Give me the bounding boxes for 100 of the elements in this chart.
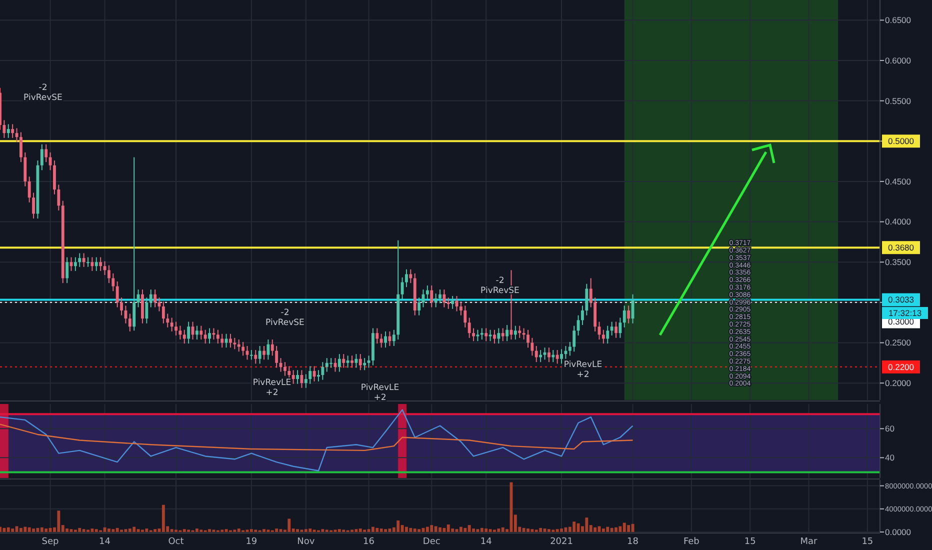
bar [195, 528, 198, 532]
candlestick [514, 325, 517, 340]
candlestick [270, 339, 274, 356]
bar [396, 520, 400, 532]
candlestick [476, 329, 480, 342]
candlestick [384, 330, 387, 348]
y-tick-label: 40 [885, 452, 895, 463]
ref-line-label: 0.2200 [888, 362, 914, 372]
candlestick [32, 192, 35, 220]
candlestick [48, 152, 52, 171]
bar [405, 526, 408, 532]
bar [112, 529, 115, 532]
candlestick [530, 337, 534, 356]
candlestick [610, 321, 614, 336]
x-tick-label: 2021 [550, 537, 573, 547]
candlestick [204, 329, 207, 344]
bar [40, 527, 44, 532]
x-tick-label: Nov [297, 537, 316, 547]
candlestick [480, 328, 484, 340]
candlestick [78, 252, 82, 268]
bar [376, 528, 379, 532]
bar [304, 529, 308, 532]
bar [136, 529, 140, 532]
candlestick [568, 341, 572, 356]
candlestick [526, 329, 530, 348]
candlestick [418, 297, 421, 316]
candlestick [94, 256, 98, 272]
y-tick-label: 0.6500 [885, 15, 912, 26]
bar [237, 528, 240, 532]
candlestick [472, 328, 475, 342]
candlestick [376, 328, 379, 344]
candlestick [149, 289, 152, 308]
candlestick [446, 297, 450, 310]
candlestick [330, 358, 333, 368]
line-series [0, 424, 634, 452]
candlestick [112, 272, 115, 292]
y-tick-label: 60 [885, 424, 895, 434]
bar [66, 528, 69, 532]
bar [380, 528, 383, 532]
candlestick [585, 283, 588, 316]
candlestick [430, 284, 434, 308]
candlestick [338, 354, 341, 372]
bar [451, 528, 454, 532]
candlestick [187, 321, 190, 344]
x-tick-label: 14 [480, 537, 492, 547]
candlestick [90, 256, 94, 272]
candlestick [493, 329, 496, 344]
candlestick [233, 337, 236, 350]
candlestick [128, 313, 132, 332]
candlestick [363, 358, 366, 371]
candlestick [434, 293, 438, 308]
candlestick [317, 370, 320, 382]
bar [48, 528, 52, 532]
candlestick [116, 280, 119, 308]
annotation: -2 PivRevSE [24, 83, 62, 103]
bar [321, 529, 324, 532]
bar [358, 528, 362, 532]
bar [426, 526, 429, 532]
bar [547, 529, 550, 532]
bar [564, 527, 568, 532]
bar [556, 529, 559, 532]
annotation: PivRevLE +2 [360, 383, 400, 403]
y-tick-label: 0.2000 [885, 378, 912, 388]
ref-line-label: 0.3680 [888, 242, 914, 253]
ref-line-label: 0.5000 [888, 136, 914, 146]
candlestick [74, 256, 77, 272]
bar [154, 529, 157, 532]
candlestick [614, 321, 618, 338]
bar [128, 528, 132, 532]
candlestick [442, 289, 446, 308]
candlestick [308, 366, 312, 384]
annotation: -2 PivRevSE [266, 308, 304, 328]
bar [476, 529, 480, 532]
bar [338, 529, 341, 532]
candlestick [166, 313, 170, 328]
candlestick [459, 301, 462, 316]
bar [413, 528, 416, 532]
candlestick [426, 284, 429, 300]
candlestick [522, 328, 526, 340]
bar [530, 529, 534, 532]
candlestick [154, 289, 157, 308]
candlestick [468, 317, 471, 338]
y-tick-label: 0.4000 [885, 216, 912, 227]
candlestick [275, 345, 278, 368]
candlestick [576, 314, 580, 336]
ref-line-label: 0.3033 [888, 294, 914, 305]
candlestick [224, 333, 228, 348]
bar [2, 528, 6, 532]
candlestick [409, 268, 412, 284]
candlestick [19, 132, 22, 163]
candlestick [82, 252, 86, 268]
x-tick-label: 15 [744, 537, 756, 547]
bar [19, 528, 22, 532]
candlestick [6, 124, 10, 138]
candlestick [627, 305, 630, 324]
x-tick-label: Mar [800, 537, 818, 547]
candlestick [572, 325, 576, 352]
candlestick [200, 325, 203, 340]
bar [182, 529, 186, 532]
candlestick [606, 325, 610, 344]
